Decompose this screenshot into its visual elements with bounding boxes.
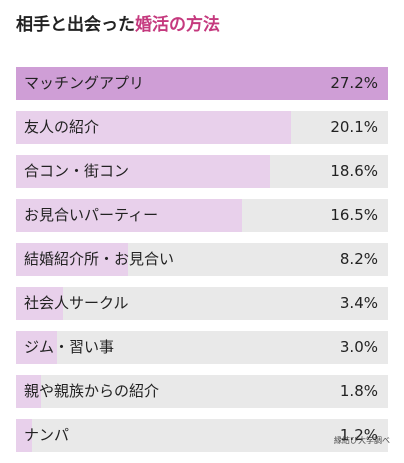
bar: [16, 419, 33, 452]
value-label: 16.5%: [330, 206, 378, 224]
title-prefix: 相手と出会った: [16, 15, 135, 35]
value-label: 20.1%: [330, 118, 378, 136]
category-label: ナンパ: [24, 426, 70, 444]
bar-row: 結婚紹介所・お見合い 8.2%: [16, 243, 388, 276]
bar-row: 友人の紹介 20.1%: [16, 111, 388, 144]
bar-row: お見合いパーティー 16.5%: [16, 199, 388, 232]
value-label: 18.6%: [330, 162, 378, 180]
bar-row: 合コン・街コン 18.6%: [16, 155, 388, 188]
category-label: お見合いパーティー: [24, 206, 159, 224]
bar: [16, 67, 388, 100]
chart-title: 相手と出会った婚活の方法: [16, 10, 220, 35]
category-label: 社会人サークル: [24, 294, 129, 312]
bar-chart: マッチングアプリ 27.2% 友人の紹介 20.1% 合コン・街コン 18.6% お見合いパ…: [16, 67, 388, 463]
bar: [16, 243, 129, 276]
bar: [16, 331, 58, 364]
value-label: 27.2%: [330, 74, 378, 92]
category-label: マッチングアプリ: [24, 74, 145, 92]
category-label: 親や親族からの紹介: [24, 382, 160, 400]
bar-row: 社会人サークル 3.4%: [16, 287, 388, 320]
category-label: 友人の紹介: [24, 118, 100, 136]
bar: [16, 155, 271, 188]
bar: [16, 375, 41, 408]
bar-row: マッチングアプリ 27.2%: [16, 67, 388, 100]
value-label: 8.2%: [339, 250, 378, 268]
category-label: ジム・習い事: [24, 338, 115, 356]
bar: [16, 111, 291, 144]
value-label: 3.4%: [339, 294, 378, 312]
title-highlight: 婚活の方法: [135, 15, 220, 35]
bar-row: ジム・習い事 3.0%: [16, 331, 388, 364]
source-note: 縁結び大学調べ: [334, 436, 390, 445]
value-label: 1.8%: [339, 382, 378, 400]
bar-row: ナンパ 1.2%: [16, 419, 388, 452]
category-label: 合コン・街コン: [24, 162, 130, 180]
bar-row: 親や親族からの紹介 1.8%: [16, 375, 388, 408]
bar: [16, 287, 63, 320]
value-label: 1.2%: [339, 426, 378, 444]
category-label: 結婚紹介所・お見合い: [24, 250, 175, 268]
value-label: 3.0%: [339, 338, 378, 356]
bar: [16, 199, 242, 232]
